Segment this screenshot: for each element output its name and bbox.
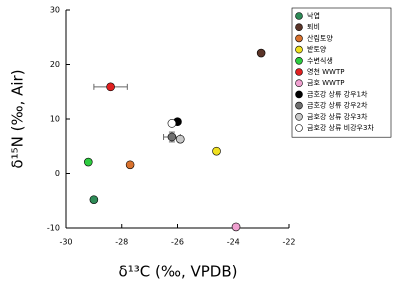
y-tick-label: 0 bbox=[55, 169, 60, 178]
y-tick-label: -10 bbox=[47, 224, 60, 233]
x-tick-label: -28 bbox=[115, 238, 128, 247]
point bbox=[125, 160, 135, 170]
legend-label: 금호강 상류 강우2차 bbox=[307, 101, 368, 110]
legend-label: 금호강 상류 비강우3차 bbox=[307, 123, 374, 132]
legend-marker bbox=[295, 124, 303, 132]
point bbox=[84, 157, 93, 167]
point bbox=[89, 195, 99, 204]
point bbox=[167, 132, 177, 142]
x-axis-label: δ¹³C (‰, VPDB) bbox=[119, 263, 238, 281]
y-tick-label: 20 bbox=[50, 60, 60, 69]
legend-label: 금호강 상류 강우3차 bbox=[307, 112, 368, 121]
point bbox=[256, 48, 266, 58]
legend-marker bbox=[295, 23, 303, 32]
y-axis-label: δ¹⁵N (‰, Air) bbox=[9, 69, 27, 168]
point bbox=[175, 134, 185, 144]
legend-marker bbox=[295, 113, 303, 121]
x-tick-label: -24 bbox=[227, 238, 240, 247]
legend-label: 금호 WWTP bbox=[307, 79, 344, 87]
x-tick-label: -22 bbox=[282, 238, 295, 247]
legend-label: 낙엽 bbox=[307, 11, 320, 20]
legend-marker bbox=[295, 34, 303, 43]
y-tick-label: 30 bbox=[50, 6, 60, 15]
point bbox=[231, 222, 241, 232]
point bbox=[212, 146, 221, 156]
point bbox=[106, 82, 115, 92]
legend-label: 수변식생 bbox=[307, 56, 333, 65]
legend-marker bbox=[295, 56, 303, 65]
legend-marker bbox=[295, 45, 303, 54]
x-tick-label: -30 bbox=[59, 238, 72, 247]
legend-label: 산림토양 bbox=[307, 33, 333, 42]
legend-marker bbox=[295, 79, 303, 87]
y-tick-label: 10 bbox=[50, 115, 60, 124]
legend-label: 금호강 상류 강우1차 bbox=[307, 89, 368, 98]
legend-label: 퇴비 bbox=[307, 22, 320, 31]
legend-box bbox=[291, 7, 392, 138]
legend-marker bbox=[295, 101, 303, 110]
legend-marker bbox=[295, 12, 303, 20]
legend-label: 밭토양 bbox=[307, 45, 327, 54]
legend-label: 영천 WWTP bbox=[307, 67, 344, 76]
legend-marker bbox=[295, 90, 303, 99]
legend-marker bbox=[295, 68, 303, 76]
point bbox=[167, 119, 177, 128]
x-tick-label: -26 bbox=[171, 238, 184, 247]
